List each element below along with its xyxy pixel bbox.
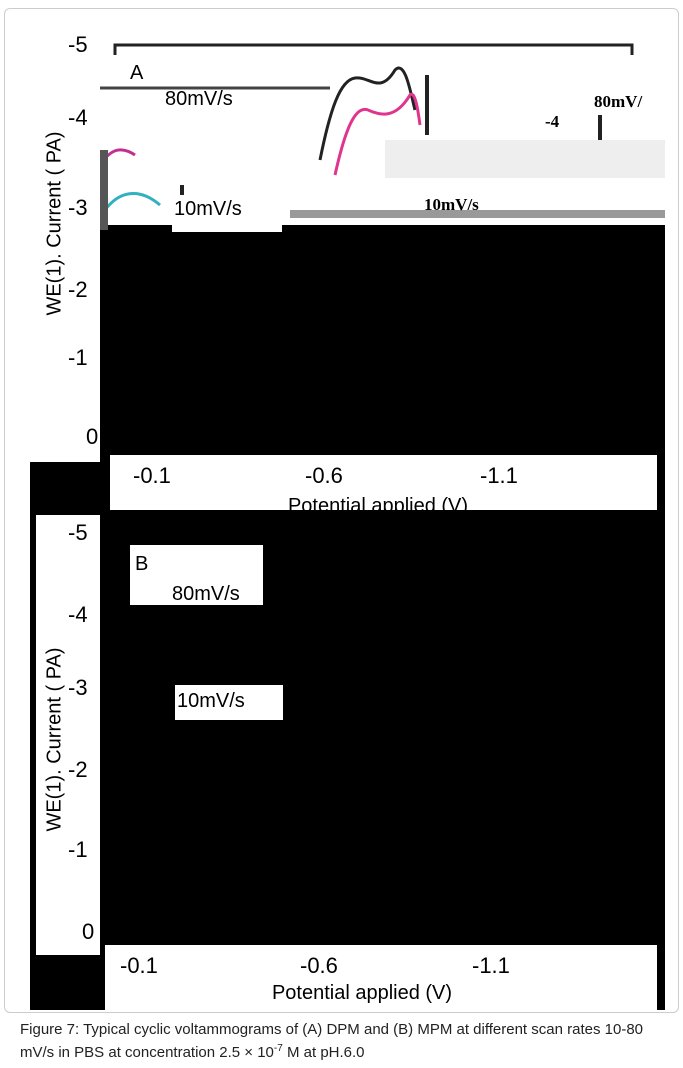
x-axis-box (105, 945, 657, 1010)
x-tick-label: -0.1 (133, 463, 171, 488)
y-tick-label: -1 (68, 345, 88, 370)
fragment-text: 80mV/ (594, 92, 643, 111)
y-tick-label: -4 (68, 105, 88, 130)
y-axis-box (36, 30, 100, 462)
axis-frame (113, 43, 634, 55)
trace (333, 92, 422, 176)
y-tick-label: -2 (68, 277, 88, 302)
caption-superscript: -7 (273, 1043, 283, 1054)
panel-label: B (135, 553, 149, 575)
annotation-box (130, 545, 263, 605)
y-tick-label: 0 (86, 424, 99, 449)
y-tick-label: -3 (68, 675, 88, 700)
annotation: 80mV/s (165, 88, 233, 110)
x-tick-label: -1.1 (472, 953, 510, 978)
y-tick-label: -4 (68, 602, 88, 627)
figure-frame (4, 8, 679, 1013)
annotation: 10mV/s (177, 690, 245, 712)
annotation: 10mV/s (174, 198, 242, 220)
fragment (100, 150, 108, 230)
fragment (385, 140, 665, 178)
panel-label: A (130, 62, 144, 84)
trace (103, 192, 161, 211)
x-axis-box (110, 455, 657, 520)
annotation-box (172, 195, 282, 232)
trace (318, 66, 417, 161)
y-tick-label: -5 (68, 520, 88, 545)
y-axis-box (36, 515, 100, 955)
fragment (290, 210, 665, 218)
caption: Figure 7: Typical cyclic voltammograms o… (20, 1020, 670, 1062)
y-axis-label: WE(1). Current ( PA) (43, 647, 66, 832)
y-tick-label: -1 (68, 837, 88, 862)
x-axis-label: Potential applied (V) (271, 982, 453, 1004)
annotation: 80mV/s (172, 583, 240, 605)
y-tick-label: -3 (68, 195, 88, 220)
fragment (425, 75, 429, 135)
x-tick-label: -0.1 (120, 953, 158, 978)
x-tick-label: -0.6 (300, 953, 338, 978)
x-tick-label: -0.6 (305, 463, 343, 488)
caption-text: Figure 7: Typical cyclic voltammograms o… (20, 1021, 643, 1061)
fragment-text: 10mV/s (424, 195, 479, 214)
x-tick-label: -1.1 (480, 463, 518, 488)
caption-text: M at pH.6.0 (282, 1044, 365, 1061)
y-axis-label: WE(1). Current ( PA) (43, 131, 66, 316)
y-tick-label: 0 (82, 919, 95, 944)
plot-area (30, 510, 665, 1010)
fragment (598, 115, 602, 140)
fragment-text: -4 (545, 112, 560, 131)
y-tick-label: -2 (68, 757, 88, 782)
y-tick-label: -5 (68, 32, 88, 57)
panel-a-graphics (30, 43, 665, 520)
annotation-box (175, 685, 283, 720)
